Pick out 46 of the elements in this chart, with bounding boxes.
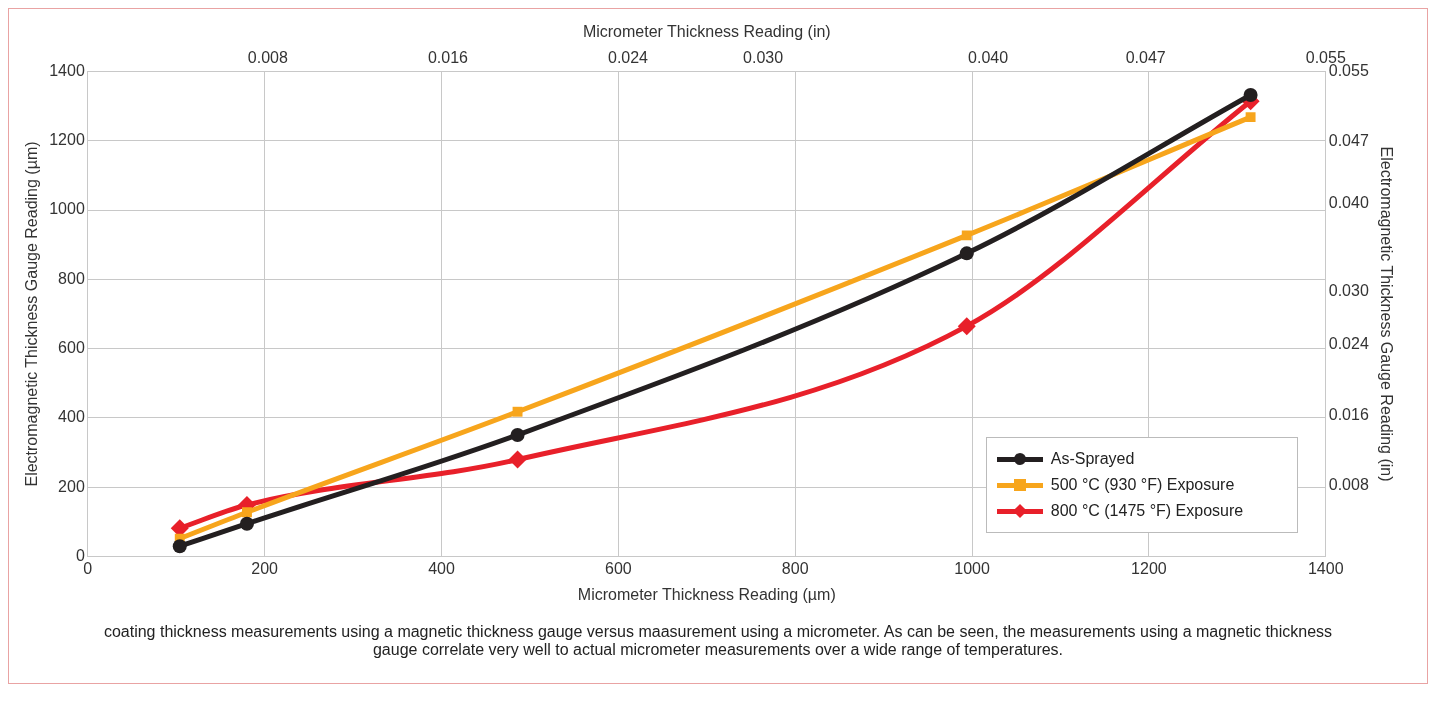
y2-tick-label: 0.040 [1328, 194, 1369, 212]
point [239, 516, 254, 531]
point [508, 450, 527, 469]
text: coating thickness measurements using a magnetic thickness gauge versus maasurement using a micrometer. As can be seen, the measurements using a magnetic thickness gauge correlate very well to actual micrometer measurements over a wide range of temperatures. [102, 622, 1334, 660]
y-tick-label: 200 [58, 477, 85, 495]
x2-tick-label: 0.030 [743, 49, 784, 67]
x-tick-label: 800 [781, 559, 809, 577]
y-tick-label: 400 [58, 408, 85, 426]
legend-label: As-Sprayed [1050, 449, 1135, 468]
y-tick-label: 1400 [49, 61, 85, 79]
point [172, 539, 187, 554]
y2-tick-label: 0.016 [1328, 405, 1369, 423]
point [510, 427, 525, 442]
point [242, 507, 252, 518]
y-tick-label: 0 [75, 547, 85, 565]
x-tick-label: 1000 [954, 559, 990, 577]
x2-axis-title: Micrometer Thickness Reading (in) [582, 23, 831, 41]
point [961, 230, 972, 241]
x2-tick-label: 0.040 [968, 49, 1009, 67]
x2-tick-label: 0.008 [247, 49, 288, 67]
x2-tick-label: 0.016 [427, 49, 469, 67]
legend-label: 500 °C (930 °F) Exposure [1050, 475, 1235, 494]
y2-tick-label: 0.030 [1328, 282, 1369, 300]
point [1243, 87, 1258, 102]
point [1245, 112, 1256, 123]
x-tick-label: 400 [428, 559, 455, 577]
y-tick-label: 1000 [49, 200, 85, 218]
y2-tick-label: 0.047 [1328, 132, 1369, 150]
x-tick-label: 1200 [1131, 559, 1167, 577]
x2-tick-label: 0.024 [607, 49, 649, 67]
y-tick-label: 600 [58, 339, 85, 357]
point [512, 406, 523, 417]
x2-tick-label: 0.047 [1125, 49, 1166, 67]
point [957, 317, 976, 336]
y-tick-label: 1200 [49, 131, 85, 149]
y-tick-label: 800 [58, 269, 85, 287]
x-tick-label: 600 [605, 559, 632, 577]
point [959, 246, 974, 261]
y2-tick-label: 0.024 [1328, 335, 1369, 353]
x-tick-label: 200 [251, 559, 279, 577]
y2-tick-label: 0.008 [1328, 476, 1369, 494]
x-axis-title: Micrometer Thickness Reading (µm) [577, 585, 836, 603]
y2-axis-title: Electromagnetic Thickness Gauge Reading (in) [1377, 146, 1395, 482]
y-axis-title: Electromagnetic Thickness Gauge Reading (µm) [23, 141, 41, 487]
x-tick-label: 1400 [1307, 559, 1344, 577]
legend-label: 800 °C (1475 °F) Exposure [1050, 501, 1244, 520]
